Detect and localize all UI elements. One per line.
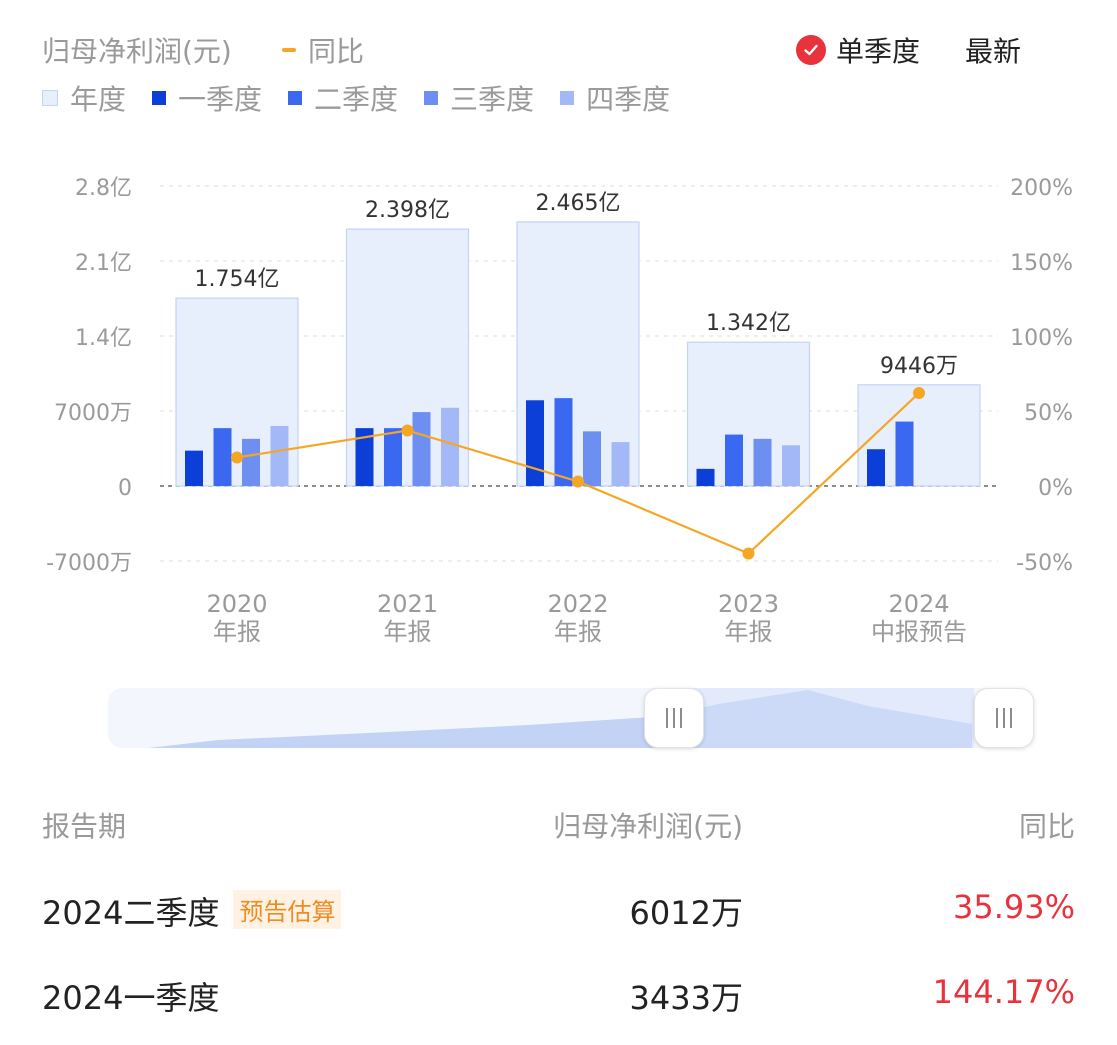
single-quarter-label: 单季度 [836,35,921,68]
chart-legend: 年度 一季度 二季度 三季度 四季度 [42,78,696,118]
profit-chart: 2.8亿 2.1亿 1.4亿 7000万 0 -7000万 200% 150% 100% 50% 0… [46,176,1073,646]
yoy-point [572,475,584,488]
chart-title: 归母净利润(元) [42,35,232,68]
quarter-bar [441,407,459,486]
legend-annual-label: 年度 [70,83,127,116]
x-tick-type: 年报 [384,618,432,646]
legend-q1[interactable]: 一季度 [152,78,262,118]
left-tick-label: -7000万 [46,551,132,576]
quarter-bar [412,412,431,486]
latest-button[interactable]: 最新 [965,35,1022,68]
left-tick-label: 2.8亿 [75,176,132,201]
right-tick-label: 100% [1010,326,1073,351]
quarter-bar [753,438,772,486]
yoy-point [913,387,925,399]
table-row[interactable]: 2024一季度 3433万 144.17% [0,973,1117,1023]
right-tick-label: 50% [1024,401,1073,426]
quarter-bar [782,445,800,486]
yoy-line-swatch [282,48,296,52]
quarter-bar [355,428,374,486]
row-period-label: 2024一季度 [42,979,220,1017]
right-tick-label: 0% [1038,476,1073,501]
quarter-bar [867,449,885,486]
range-slider[interactable] [108,688,1034,748]
quarter-bar [895,421,914,486]
check-icon [796,35,826,65]
legend-q2-swatch [288,91,303,105]
legend-q3[interactable]: 三季度 [424,78,534,118]
x-tick-year: 2023 [718,590,779,618]
row-period: 2024一季度 [42,973,219,1019]
right-tick-label: 150% [1010,251,1073,276]
forecast-tag: 预告估算 [233,890,342,929]
x-tick-year: 2024 [888,590,949,618]
row-profit: 6012万 [629,894,743,932]
legend-q1-label: 一季度 [178,83,263,116]
legend-yoy[interactable]: 同比 [282,30,364,70]
quarter-bar [213,428,232,486]
legend-q4-swatch [560,91,575,105]
x-tick-type: 中报预告 [871,618,967,646]
row-yoy: 144.17% [932,973,1075,1011]
row-period-label: 2024二季度 [42,894,220,932]
grip-icon [666,708,682,728]
left-tick-label: 1.4亿 [75,326,132,351]
annual-value-label: 1.754亿 [195,267,280,292]
slider-track [108,688,1032,748]
quarter-bar [725,434,743,486]
x-tick-type: 年报 [554,618,602,646]
annual-value-label: 2.465亿 [536,191,621,216]
quarter-bar [526,400,544,486]
left-tick-label: 7000万 [54,401,132,426]
left-tick-label: 2.1亿 [75,251,132,276]
table-row[interactable]: 2024二季度 预告估算 6012万 35.93% [0,888,1117,938]
x-tick-year: 2021 [377,590,438,618]
row-profit: 3433万 [629,979,743,1017]
legend-annual-swatch [42,90,58,106]
quarter-bar [583,431,601,486]
quarter-bar [384,428,402,486]
annual-value-label: 1.342亿 [706,311,791,336]
legend-q4[interactable]: 四季度 [560,78,670,118]
legend-q3-label: 三季度 [450,83,535,116]
header-yoy: 同比 [1018,810,1075,843]
legend-q4-label: 四季度 [586,83,671,116]
slider-left-handle[interactable] [644,688,704,748]
x-tick-year: 2020 [206,590,267,618]
right-tick-label: 200% [1010,176,1073,201]
right-tick-label: -50% [1016,551,1073,576]
legend-q2[interactable]: 二季度 [288,78,398,118]
legend-annual[interactable]: 年度 [42,78,126,118]
single-quarter-toggle[interactable]: 单季度 [796,30,920,70]
grip-icon [996,708,1012,728]
slider-selected-range [674,688,974,748]
yoy-point [231,451,243,464]
yoy-point [742,547,755,560]
legend-q3-swatch [424,91,439,105]
yoy-point [401,424,414,437]
quarter-bar [270,426,289,486]
row-period: 2024二季度 预告估算 [42,888,342,934]
table-header: 报告期 归母净利润(元) 同比 [0,805,1117,845]
x-tick-type: 年报 [725,618,773,646]
quarter-bar [696,468,715,486]
legend-q2-label: 二季度 [314,83,399,116]
x-tick-type: 年报 [213,618,261,646]
legend-yoy-label: 同比 [308,35,365,68]
quarter-bar [611,442,630,486]
slider-overview [148,688,974,748]
quarter-bar [554,398,573,486]
header-profit: 归母净利润(元) [553,810,743,843]
header-period: 报告期 [42,810,127,843]
quarter-bar [185,450,203,486]
quarter-bar [242,438,260,486]
annual-value-label: 9446万 [880,354,958,379]
legend-q1-swatch [152,91,167,105]
left-tick-label: 0 [118,476,132,501]
row-yoy: 35.93% [952,888,1075,926]
x-tick-year: 2022 [547,590,608,618]
slider-right-handle[interactable] [974,688,1034,748]
annual-value-label: 2.398亿 [365,198,450,223]
